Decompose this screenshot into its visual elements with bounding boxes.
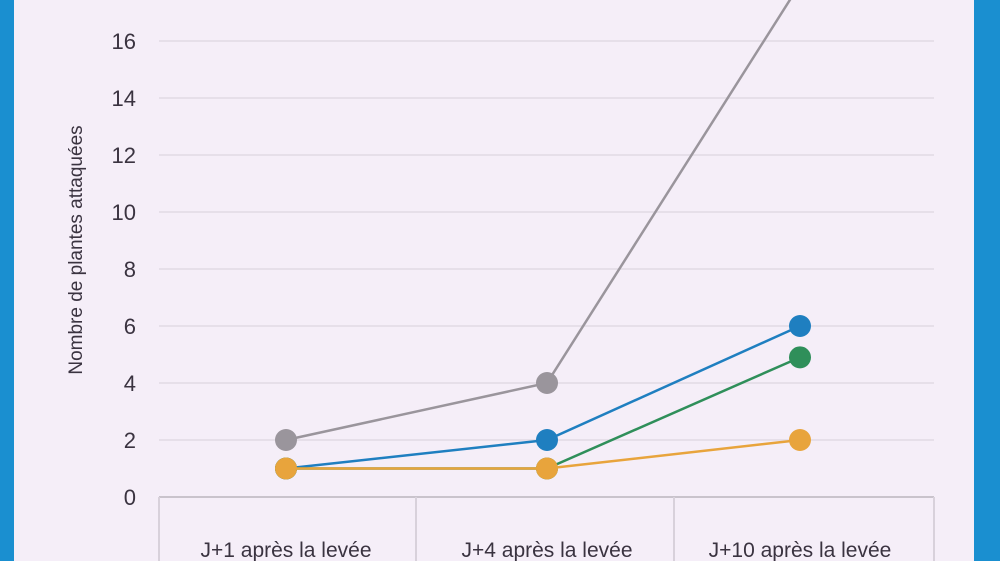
data-point — [789, 315, 811, 337]
data-point — [536, 372, 558, 394]
y-tick-label: 4 — [124, 371, 136, 396]
y-tick-label: 10 — [112, 200, 136, 225]
data-point — [789, 346, 811, 369]
chart-panel: 0 2 4 6 8 10 12 14 16 Nombre de plantes attaquée… — [14, 0, 974, 561]
series-group — [275, 0, 811, 480]
x-category-label: J+4 après la levée — [461, 539, 632, 561]
y-tick-label: 0 — [124, 485, 136, 510]
y-axis-ticks: 0 2 4 6 8 10 12 14 16 — [112, 29, 136, 510]
line-chart: 0 2 4 6 8 10 12 14 16 Nombre de plantes attaquée… — [66, 0, 935, 561]
data-point — [275, 429, 297, 451]
gridlines — [158, 40, 935, 561]
x-axis-categories: J+1 après la levée J+4 après la levée J+10… — [200, 539, 891, 561]
data-point — [275, 457, 297, 480]
y-tick-label: 2 — [124, 428, 136, 453]
x-category-label: J+1 après la levée — [200, 539, 371, 561]
data-point — [536, 457, 558, 480]
y-tick-label: 16 — [112, 29, 136, 54]
data-point — [789, 429, 811, 451]
data-point — [536, 429, 558, 451]
y-tick-label: 6 — [124, 314, 136, 339]
y-tick-label: 14 — [112, 86, 136, 111]
y-tick-label: 12 — [112, 143, 136, 168]
y-tick-label: 8 — [124, 257, 136, 282]
y-axis-title: Nombre de plantes attaquées — [66, 125, 87, 374]
x-category-label: J+10 après la levée — [709, 539, 892, 561]
